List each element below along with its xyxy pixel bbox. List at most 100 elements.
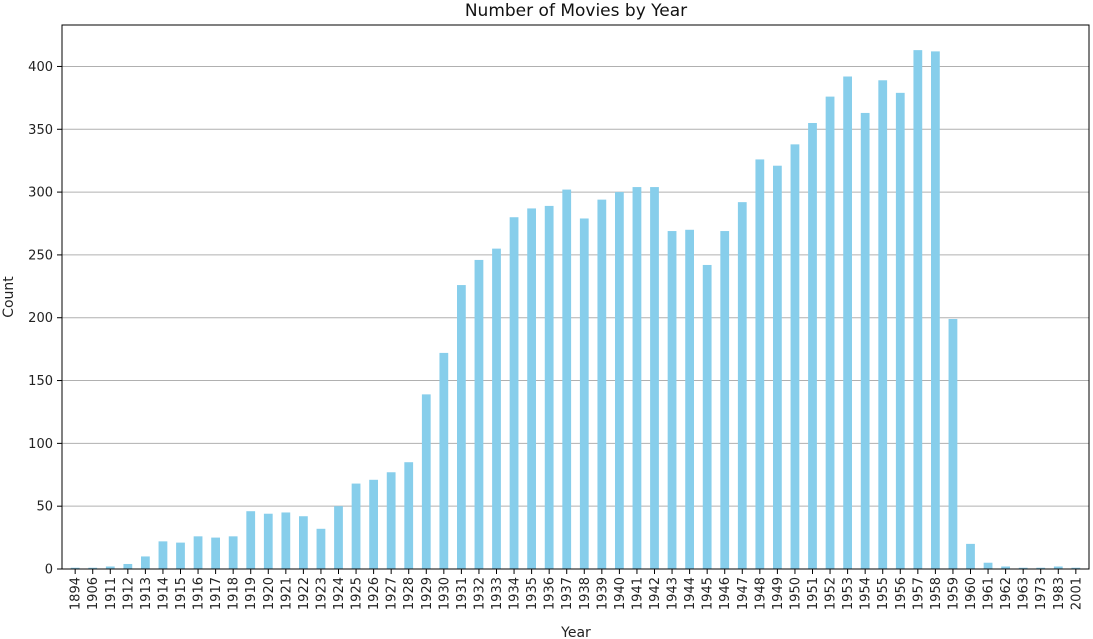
y-tick-label: 0	[45, 563, 53, 578]
bar	[1018, 567, 1028, 569]
x-tick-label: 1927	[385, 577, 400, 610]
x-tick-label: 1928	[402, 577, 417, 610]
bar	[755, 159, 765, 569]
x-axis-title: Year	[560, 625, 591, 639]
x-tick-label: 1955	[876, 577, 891, 610]
x-tick-label: 1935	[525, 577, 540, 610]
bar	[334, 506, 343, 569]
bar	[1071, 567, 1081, 569]
x-tick-label: 1937	[560, 577, 575, 610]
bar	[808, 122, 817, 569]
x-tick-label: 1960	[964, 577, 979, 610]
x-tick-label: 1941	[630, 577, 645, 610]
bar	[421, 394, 431, 569]
x-tick-label: 1973	[1034, 577, 1049, 610]
bar	[773, 165, 782, 570]
y-tick-label: 350	[28, 123, 53, 138]
bar	[158, 541, 168, 569]
x-tick-label: 1963	[1017, 577, 1032, 610]
x-tick-label: 1961	[982, 577, 997, 610]
x-tick-label: 1943	[666, 577, 681, 610]
x-tick-label: 1924	[332, 577, 347, 610]
y-tick-label: 400	[28, 60, 53, 75]
bar	[1001, 566, 1010, 569]
bar	[860, 112, 870, 569]
y-tick-label: 50	[36, 500, 53, 515]
x-tick-label: 1911	[104, 577, 119, 610]
bar	[562, 189, 572, 570]
x-tick-label: 1916	[192, 577, 207, 610]
bar	[737, 202, 747, 569]
bar	[527, 208, 536, 569]
bar	[492, 248, 501, 569]
bar	[544, 205, 554, 569]
bar	[105, 566, 115, 569]
bar	[948, 318, 958, 569]
bar	[579, 218, 589, 569]
x-tick-label: 1953	[841, 577, 856, 610]
bar	[404, 462, 414, 569]
y-tick-label: 100	[28, 437, 53, 452]
x-tick-label: 1912	[121, 577, 136, 610]
x-tick-label: 1930	[437, 577, 452, 610]
x-tick-label: 1954	[859, 577, 874, 610]
x-tick-label: 1958	[929, 577, 944, 610]
bar	[913, 50, 923, 570]
bar	[281, 512, 291, 569]
x-tick-label: 1913	[139, 577, 154, 610]
x-tick-label: 1906	[86, 577, 101, 610]
gridlines	[62, 65, 1089, 570]
x-tick-label: 1945	[701, 577, 716, 610]
bar	[702, 264, 712, 569]
x-tick-label: 1921	[279, 577, 294, 610]
x-tick-label: 1942	[648, 577, 663, 610]
x-tick-label: 1934	[508, 577, 523, 610]
bar	[70, 567, 80, 569]
bar	[825, 96, 835, 570]
x-tick-label: 2001	[1069, 577, 1084, 610]
bar	[316, 528, 326, 569]
x-tick-label: 1923	[314, 577, 329, 610]
bar	[615, 192, 624, 570]
x-tick-label: 1951	[806, 577, 821, 610]
x-tick-label: 1922	[297, 577, 312, 610]
y-tick-label: 300	[28, 186, 53, 201]
bar	[176, 542, 185, 569]
bar	[650, 187, 659, 570]
bar	[246, 511, 256, 569]
y-tick-label: 200	[28, 311, 53, 326]
x-tick-label: 1917	[209, 577, 224, 610]
x-tick-label: 1946	[718, 577, 733, 610]
bar	[141, 556, 150, 569]
bar	[1053, 566, 1063, 569]
bar	[211, 537, 220, 569]
y-tick-label: 250	[28, 248, 53, 263]
bar	[843, 76, 852, 570]
bar	[193, 536, 203, 569]
bars	[70, 50, 1081, 570]
x-tick-label: 1948	[753, 577, 768, 610]
bar	[369, 479, 378, 569]
bar	[263, 513, 273, 569]
x-tick-label: 1914	[156, 577, 171, 610]
bar	[123, 563, 133, 569]
x-tick-label: 1947	[736, 577, 751, 610]
x-tick-label: 1918	[227, 577, 242, 610]
x-tick-label: 1949	[771, 577, 786, 610]
x-tick-label: 1894	[69, 577, 84, 610]
bar	[439, 352, 449, 569]
bar	[88, 567, 98, 569]
chart-title: Number of Movies by Year	[465, 1, 687, 21]
x-tick-label: 1933	[490, 577, 505, 610]
bar	[299, 516, 308, 569]
bar	[228, 536, 238, 569]
y-tick-label: 150	[28, 374, 53, 389]
x-tick-label: 1931	[455, 577, 470, 610]
bar	[790, 144, 800, 570]
y-axis-title: Count	[1, 276, 17, 318]
x-tick-label: 1944	[683, 577, 698, 610]
x-tick-label: 1925	[350, 577, 365, 610]
x-axis-ticks: 1894 1906 1911 1912 1913 1914 1915 1916 1917 1918…	[69, 569, 1084, 610]
bar	[720, 231, 730, 569]
